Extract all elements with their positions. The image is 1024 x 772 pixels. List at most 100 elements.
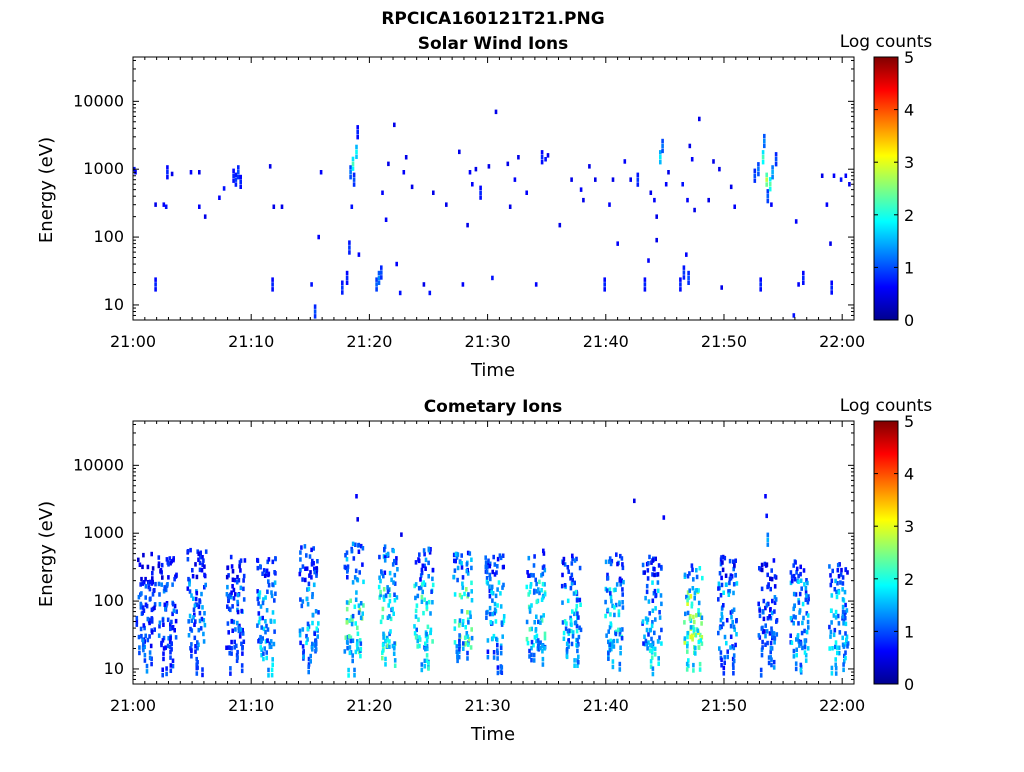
- heatmap-cell: [150, 607, 154, 613]
- heatmap-cell: [623, 159, 627, 164]
- heatmap-cell: [141, 605, 145, 610]
- heatmap-cell: [770, 657, 773, 662]
- heatmap-cell: [695, 574, 699, 580]
- heatmap-cell: [792, 573, 796, 579]
- colorbar-tick-label: 3: [904, 517, 914, 536]
- heatmap-cell: [661, 143, 664, 149]
- heatmap-cell: [203, 564, 206, 569]
- heatmap-cell: [773, 595, 777, 600]
- heatmap-cell: [301, 577, 304, 582]
- heatmap-cell: [231, 604, 234, 609]
- heatmap-cell: [158, 592, 161, 597]
- heatmap-cell: [142, 552, 145, 558]
- heatmap-cell: [560, 583, 564, 589]
- heatmap-cell: [343, 649, 347, 654]
- heatmap-cell: [138, 645, 141, 650]
- heatmap-cell: [543, 582, 546, 587]
- heatmap-cell: [200, 568, 204, 573]
- heatmap-cell: [655, 237, 658, 243]
- heatmap-cell: [240, 668, 244, 674]
- heatmap-cell: [807, 596, 810, 602]
- heatmap-cell: [479, 185, 482, 191]
- heatmap-cell: [659, 150, 662, 155]
- heatmap-cell: [717, 586, 720, 591]
- heatmap-cell: [256, 623, 259, 628]
- heatmap-cell: [490, 584, 494, 590]
- heatmap-cell: [345, 275, 349, 281]
- heatmap-cell: [410, 184, 414, 190]
- heatmap-cell: [690, 157, 694, 162]
- heatmap-cell: [693, 207, 696, 213]
- heatmap-cell: [424, 641, 427, 646]
- heatmap-cell: [154, 581, 157, 587]
- heatmap-cell: [688, 143, 692, 149]
- heatmap-cell: [697, 588, 700, 593]
- heatmap-cell: [770, 662, 773, 668]
- heatmap-cell: [196, 640, 199, 645]
- heatmap-cell: [309, 659, 312, 664]
- heatmap-cell: [643, 570, 646, 575]
- heatmap-cell: [262, 597, 265, 602]
- heatmap-cell: [158, 602, 162, 607]
- heatmap-cell: [359, 653, 362, 659]
- heatmap-cell: [169, 655, 172, 660]
- plot-border: [132, 56, 855, 321]
- heatmap-cell: [650, 655, 654, 660]
- heatmap-cell: [692, 668, 695, 673]
- heatmap-cell: [761, 150, 765, 155]
- heatmap-cell: [799, 571, 802, 577]
- heatmap-cell: [659, 159, 662, 165]
- heatmap-cell: [487, 560, 490, 566]
- heatmap-cell: [465, 587, 468, 592]
- heatmap-cell: [694, 633, 698, 638]
- heatmap-cell: [161, 617, 165, 623]
- heatmap-cell: [299, 550, 302, 555]
- heatmap-cell: [594, 177, 597, 182]
- heatmap-cell: [381, 648, 385, 653]
- heatmap-cell: [386, 638, 389, 643]
- heatmap-cell: [273, 598, 276, 603]
- heatmap-cell: [461, 575, 465, 580]
- heatmap-cell: [456, 565, 460, 571]
- heatmap-cell: [651, 666, 655, 671]
- heatmap-cell: [498, 553, 502, 558]
- heatmap-cell: [769, 607, 772, 612]
- heatmap-cell: [354, 568, 358, 574]
- heatmap-cell: [460, 561, 463, 566]
- heatmap-cell: [191, 574, 195, 579]
- heatmap-cell: [836, 645, 839, 650]
- heatmap-cell: [274, 591, 277, 596]
- heatmap-cell: [562, 636, 566, 641]
- heatmap-cell: [188, 589, 192, 594]
- heatmap-cell: [574, 608, 578, 613]
- heatmap-cell: [542, 551, 546, 556]
- heatmap-cell: [803, 650, 807, 655]
- heatmap-cell: [759, 673, 763, 678]
- heatmap-cell: [579, 187, 583, 192]
- heatmap-cell: [139, 601, 143, 607]
- heatmap-cell: [647, 599, 651, 604]
- heatmap-cell: [543, 631, 547, 637]
- heatmap-cell: [460, 565, 464, 570]
- heatmap-cell: [151, 592, 155, 597]
- heatmap-cell: [153, 605, 156, 611]
- heatmap-cell: [644, 638, 648, 644]
- heatmap-cell: [834, 578, 837, 584]
- heatmap-cell: [151, 571, 154, 576]
- heatmap-cell: [392, 611, 395, 616]
- heatmap-cell: [571, 556, 574, 562]
- heatmap-cell: [299, 567, 302, 573]
- heatmap-cell: [577, 654, 580, 660]
- heatmap-cell: [492, 650, 496, 655]
- heatmap-cell: [421, 589, 424, 595]
- heatmap-cell: [790, 640, 794, 645]
- heatmap-cell: [794, 219, 798, 224]
- heatmap-cell: [769, 586, 772, 592]
- heatmap-cell: [841, 614, 845, 619]
- heatmap-cell: [414, 608, 418, 614]
- heatmap-cell: [687, 280, 690, 285]
- heatmap-cell: [159, 569, 162, 574]
- heatmap-cell: [692, 614, 695, 620]
- heatmap-cell: [362, 603, 365, 608]
- heatmap-cell: [604, 586, 608, 592]
